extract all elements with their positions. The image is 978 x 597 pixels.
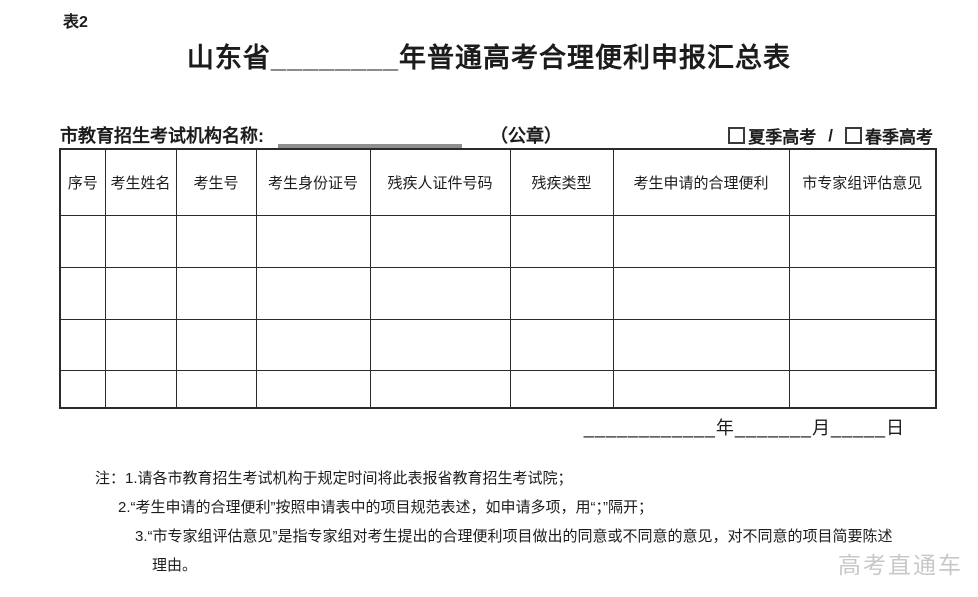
table-cell	[255, 370, 371, 408]
spring-checkbox-icon	[845, 127, 862, 144]
table-cell	[612, 215, 790, 268]
table-cell	[788, 267, 937, 320]
table-cell	[104, 267, 177, 320]
table-cell	[369, 370, 511, 408]
seal-label: （公章）	[490, 126, 562, 146]
table-cell	[612, 370, 790, 408]
table-row	[59, 215, 937, 268]
table-cell	[175, 319, 257, 371]
table-cell	[175, 215, 257, 268]
exam-separator: /	[828, 125, 833, 145]
notes-block: 注：1.请各市教育招生考试机构于规定时间将此表报省教育招生考试院； 2.“考生申…	[95, 464, 935, 580]
spring-exam-label: 春季高考	[865, 128, 933, 147]
org-name-blank	[278, 124, 462, 148]
summer-exam-option: 夏季高考	[728, 123, 816, 148]
exam-type-options: 夏季高考 / 春季高考	[728, 123, 933, 148]
column-header-index: 序号	[59, 148, 106, 216]
doc-tag: 表2	[63, 14, 88, 31]
column-header-requested-accommodation: 考生申请的合理便利	[612, 148, 790, 216]
table-cell	[59, 267, 106, 320]
table-cell	[255, 215, 371, 268]
table-cell	[369, 267, 511, 320]
table-cell	[59, 319, 106, 371]
table-cell	[788, 319, 937, 371]
table-cell	[612, 319, 790, 371]
table-row	[59, 267, 937, 320]
table-cell	[788, 370, 937, 408]
org-name-label: 市教育招生考试机构名称:	[60, 126, 264, 146]
table-cell	[255, 319, 371, 371]
table-cell	[509, 370, 614, 408]
note-line-2: 2.“考生申请的合理便利”按照申请表中的项目规范表述，如申请多项，用“；”隔开；	[118, 499, 653, 516]
table-cell	[255, 267, 371, 320]
summary-table: 序号 考生姓名 考生号 考生身份证号 残疾人证件号码 残疾类型 考生申请的合理便…	[59, 148, 937, 409]
table-cell	[509, 267, 614, 320]
note-line-4: 理由。	[152, 557, 198, 574]
column-header-name: 考生姓名	[104, 148, 177, 216]
summer-exam-label: 夏季高考	[748, 128, 817, 147]
note-text-1: 1.请各市教育招生考试机构于规定时间将此表报省教育招生考试院；	[125, 470, 573, 487]
table-cell	[104, 370, 177, 408]
table-cell	[104, 215, 177, 268]
note-line-3: 3.“市专家组评估意见”是指专家组对考生提出的合理便利项目做出的同意或不同意的意…	[135, 528, 893, 545]
table-cell	[104, 319, 177, 371]
table-cell	[509, 215, 614, 268]
table-cell	[59, 370, 106, 408]
table-cell	[369, 319, 511, 371]
table-cell	[369, 215, 511, 268]
table-cell	[509, 319, 614, 371]
note-line-1: 注：1.请各市教育招生考试机构于规定时间将此表报省教育招生考试院；	[95, 464, 935, 493]
column-header-expert-opinion: 市专家组评估意见	[788, 148, 937, 216]
org-line: 市教育招生考试机构名称: （公章） 夏季高考 / 春季高考	[60, 120, 933, 148]
table-row	[59, 370, 937, 408]
spring-exam-option: 春季高考	[845, 123, 933, 148]
table-cell	[175, 267, 257, 320]
notes-prefix: 注：	[95, 470, 126, 487]
column-header-candidate-no: 考生号	[175, 148, 257, 216]
column-header-disability-type: 残疾类型	[509, 148, 614, 216]
table-cell	[59, 215, 106, 268]
watermark-text: 高考直通车	[838, 552, 963, 578]
column-header-disability-cert-no: 残疾人证件号码	[369, 148, 511, 216]
table-cell	[612, 267, 790, 320]
date-line: ____________年_______月_____日	[583, 418, 905, 438]
header-row: 序号 考生姓名 考生号 考生身份证号 残疾人证件号码 残疾类型 考生申请的合理便…	[59, 148, 937, 216]
table-row	[59, 319, 937, 371]
summer-checkbox-icon	[728, 127, 746, 144]
column-header-id-no: 考生身份证号	[255, 148, 371, 216]
table-cell	[788, 215, 937, 268]
table-cell	[175, 370, 257, 408]
page-title: 山东省________年普通高考合理便利申报汇总表	[186, 43, 792, 73]
